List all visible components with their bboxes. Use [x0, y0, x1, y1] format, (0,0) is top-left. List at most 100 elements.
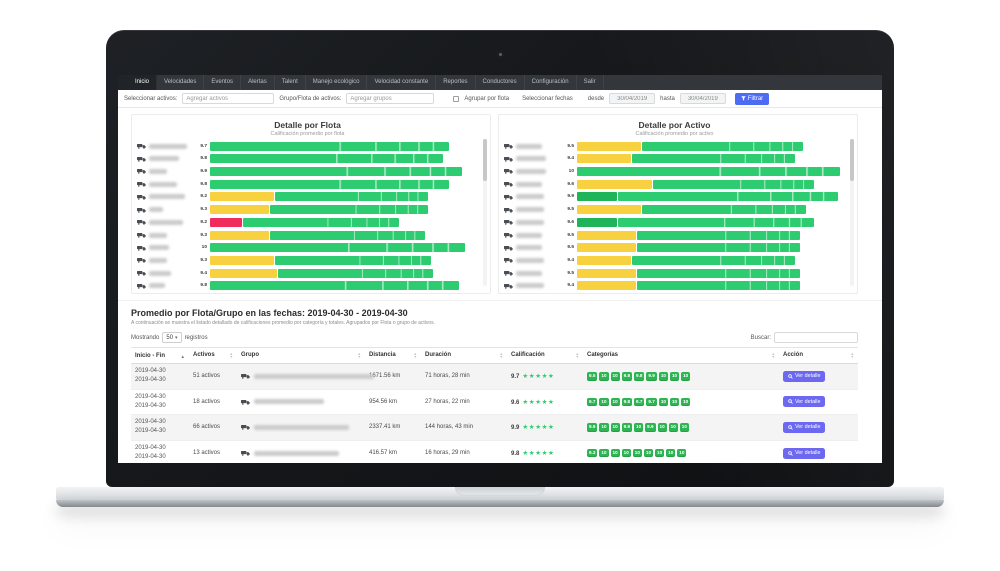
sort-icon: ▲ ▼: [229, 352, 233, 359]
cell-group: [237, 363, 374, 390]
redacted-label: [149, 257, 167, 263]
date-from-input[interactable]: [609, 93, 656, 104]
bar-segment-g: [243, 217, 399, 227]
view-detail-button[interactable]: Ver detalle: [783, 370, 826, 382]
chart-row: 10: [137, 243, 478, 253]
category-score-chip: 10: [655, 448, 665, 458]
bar-segment-g: [278, 268, 434, 278]
truck-icon: [137, 220, 146, 226]
view-detail-button[interactable]: Ver detalle: [783, 421, 826, 433]
nav-item-configuraci-n[interactable]: Configuración: [525, 75, 577, 90]
cell-distance: 954.56 km: [365, 389, 421, 416]
redacted-group-name: [254, 373, 374, 379]
chart-row-label: [149, 270, 191, 276]
view-detail-button[interactable]: Ver detalle: [783, 447, 826, 459]
nav-item-inicio[interactable]: Inicio: [128, 75, 158, 90]
top-navbar: Inicio Velocidades Eventos Alertas Talent Man…: [118, 75, 882, 90]
redacted-group-name: [254, 399, 324, 405]
group-label: [241, 424, 361, 431]
cell-distance: 416.57 km: [365, 440, 421, 463]
nav-item-velocidades[interactable]: Velocidades: [157, 75, 205, 90]
chart-row-value: 10: [201, 245, 207, 251]
chart-asset-scrollbar[interactable]: [850, 139, 854, 286]
column-header-distancia[interactable]: Distancia ▲ ▼: [365, 347, 421, 364]
truck-icon: [504, 245, 513, 251]
nav-item-eventos[interactable]: Eventos: [204, 75, 242, 90]
column-header-acci-n[interactable]: Acción ▲ ▼: [779, 347, 858, 364]
nav-item-manejo-ecol-gico[interactable]: Manejo ecológico: [306, 75, 368, 90]
charts-row: Detalle por Flota Calificación promedio …: [118, 108, 882, 298]
nav-item-velocidad-constante[interactable]: Velocidad constante: [367, 75, 437, 90]
chart-row: 9.8: [137, 179, 478, 189]
chart-row-value: 9.5: [567, 207, 574, 213]
select-dates-label: Seleccionar fechas: [522, 95, 573, 102]
column-header-categor-as[interactable]: Categorías ▲ ▼: [583, 347, 779, 364]
bar-segment-y: [577, 255, 631, 265]
nav-item-reportes[interactable]: Reportes: [436, 75, 476, 90]
start-date: 2019-04-30: [135, 444, 166, 451]
bar-segment-y: [577, 281, 636, 291]
cell-duration: 71 horas, 28 min: [421, 363, 507, 390]
redacted-label: [516, 194, 544, 200]
filter-button[interactable]: Filtrar: [734, 92, 770, 105]
showing-label: Mostrando: [131, 334, 160, 341]
truck-icon: [504, 182, 513, 187]
nav-item-conductores[interactable]: Conductores: [476, 75, 525, 90]
chart-row-label: [516, 245, 558, 251]
redacted-label: [149, 283, 165, 289]
column-header-calificaci-n[interactable]: Calificación ▲ ▼: [507, 347, 583, 364]
chart-row-label: [149, 156, 191, 162]
column-header-duraci-n[interactable]: Duración ▲ ▼: [421, 347, 507, 364]
search-input[interactable]: [774, 332, 858, 343]
bar-segment-g: [210, 243, 465, 253]
cell-action: Ver detalle: [779, 414, 858, 441]
table-row: 2019-04-30 2019-04-30 51 activos 1671.56 k…: [131, 363, 858, 390]
category-score-chip: 10: [599, 423, 609, 432]
bar-segment-g: [269, 205, 429, 215]
sort-icon: ▲ ▼: [499, 352, 503, 359]
chart-row: 9.2: [137, 192, 478, 202]
bar-segment-g: [210, 179, 449, 189]
groups-input[interactable]: [346, 93, 435, 104]
nav-item-talent[interactable]: Talent: [275, 75, 306, 90]
cell-duration: 27 horas, 22 min: [421, 389, 507, 416]
cell-duration: 16 horas, 29 min: [421, 440, 507, 463]
group-by-fleet-checkbox[interactable]: [453, 95, 460, 102]
cell-dates: 2019-04-30 2019-04-30: [131, 363, 189, 390]
bar-segment-y: [210, 230, 269, 240]
chart-row-bar: [577, 217, 845, 227]
page-length-select[interactable]: 50 ▾: [162, 332, 182, 343]
chart-row: 9.9: [137, 166, 478, 176]
chart-fleet-scrollbar[interactable]: [483, 139, 487, 286]
bar-segment-g: [269, 230, 426, 240]
redacted-label: [149, 245, 169, 251]
chart-row-label: [149, 168, 191, 174]
category-chips: 9.9 10 10 9.9 10 9.9 10 10 10: [587, 423, 775, 432]
chart-row-bar: [210, 217, 478, 227]
nav-item-alertas[interactable]: Alertas: [241, 75, 275, 90]
chart-row: 9.6: [504, 217, 845, 227]
redacted-label: [516, 168, 546, 174]
assets-input[interactable]: [182, 93, 275, 104]
view-detail-button[interactable]: Ver detalle: [783, 396, 826, 408]
chart-row-value: 9.8: [200, 283, 207, 289]
chart-row-value: 9.6: [567, 219, 574, 225]
chart-row: 9.3: [137, 255, 478, 265]
date-to-input[interactable]: [679, 93, 726, 104]
chart-row: 9.4: [504, 281, 845, 291]
chart-row-label: [516, 257, 558, 263]
sort-icon: ▲ ▼: [850, 352, 854, 359]
chart-row-value: 9.9: [200, 168, 207, 174]
table-header-row: Inicio - Fin ▲ Activos ▲ ▼ Grupo ▲ ▼ Distancia ▲ ▼…: [131, 347, 858, 364]
select-assets-label: Seleccionar activos:: [124, 95, 178, 102]
rating-stars: ★★★★★: [522, 398, 555, 406]
end-date: 2019-04-30: [135, 377, 166, 384]
column-header-grupo[interactable]: Grupo ▲ ▼: [237, 347, 365, 364]
rating-value: 9.6: [511, 399, 520, 406]
bar-segment-g: [618, 217, 814, 227]
nav-item-salir[interactable]: Salir: [577, 75, 604, 90]
column-header-activos[interactable]: Activos ▲ ▼: [189, 347, 237, 364]
sort-icon: ▲ ▼: [357, 352, 361, 359]
truck-icon: [137, 156, 146, 162]
column-header-inicio-fin[interactable]: Inicio - Fin ▲: [131, 347, 189, 364]
